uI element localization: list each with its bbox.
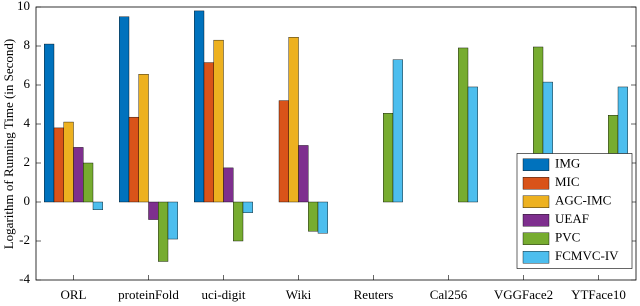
bar — [298, 145, 309, 203]
x-tick-label: uci-digit — [201, 287, 245, 302]
bar — [92, 201, 103, 211]
y-tick-label: 8 — [24, 37, 31, 52]
y-tick-label: 2 — [24, 154, 31, 169]
y-tick-label: 4 — [24, 115, 31, 130]
bar — [203, 62, 214, 203]
y-tick-label: 10 — [17, 0, 30, 13]
x-tick-label: proteinFold — [118, 287, 179, 302]
bar — [73, 147, 84, 203]
bar — [83, 162, 94, 203]
bar — [383, 113, 394, 203]
bar — [53, 127, 64, 203]
x-tick-label: Reuters — [354, 287, 394, 302]
bar — [278, 100, 289, 203]
x-tick-label: Wiki — [286, 287, 312, 302]
bar — [223, 167, 234, 203]
legend-label: FCMVC-IV — [555, 248, 619, 263]
bar — [44, 43, 55, 203]
legend-label: AGC-IMC — [555, 193, 611, 208]
bar — [308, 201, 319, 232]
legend-swatch — [522, 158, 550, 171]
bar — [119, 16, 130, 203]
legend-label: IMG — [555, 156, 580, 171]
legend-swatch — [522, 177, 550, 190]
x-tick-label: Cal256 — [430, 287, 468, 302]
legend-label: UEAF — [555, 211, 589, 226]
plot-frame — [35, 6, 637, 281]
bar — [194, 10, 205, 203]
bar — [158, 201, 169, 262]
bar — [148, 201, 159, 220]
bar — [317, 201, 328, 234]
legend-swatch — [522, 251, 550, 264]
bar — [288, 37, 299, 203]
y-tick-label: -4 — [19, 271, 30, 286]
bar — [467, 86, 478, 203]
x-tick-label: YTFace10 — [571, 287, 626, 302]
y-tick-label: -2 — [19, 232, 30, 247]
legend-box — [516, 153, 633, 269]
bar — [242, 201, 253, 213]
x-tick-label: ORL — [61, 287, 87, 302]
bar — [63, 121, 74, 203]
bar — [213, 39, 224, 203]
bar — [458, 47, 469, 203]
legend-swatch — [522, 214, 550, 227]
bar — [128, 116, 139, 203]
x-tick-label: VGGFace2 — [494, 287, 553, 302]
legend-swatch — [522, 195, 550, 208]
bar — [392, 59, 403, 203]
bar — [167, 201, 178, 240]
legend-label: PVC — [555, 230, 580, 245]
legend-label: MIC — [555, 174, 580, 189]
y-tick-label: 6 — [24, 76, 31, 91]
legend-swatch — [522, 232, 550, 245]
bar — [138, 74, 149, 203]
y-axis-label: Logarithm of Running Time (in Second) — [1, 39, 16, 250]
y-tick-label: 0 — [24, 193, 31, 208]
bar — [233, 201, 244, 242]
